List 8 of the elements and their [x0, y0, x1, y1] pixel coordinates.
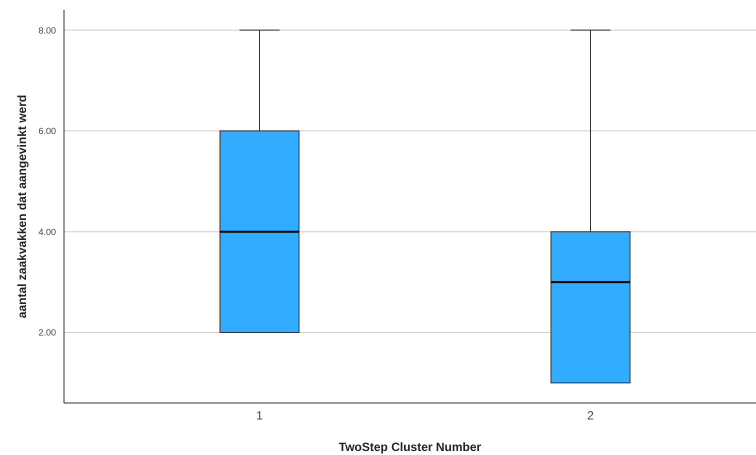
x-tick-label: 1	[256, 408, 264, 423]
y-tick-label: 2.00	[38, 328, 56, 338]
x-tick-label: 2	[587, 408, 594, 423]
y-tick-label: 6.00	[38, 126, 56, 136]
y-axis-title: aantal zaakvakken dat aangevinkt werd	[15, 94, 29, 318]
y-tick-label: 4.00	[38, 226, 56, 237]
x-axis-title: TwoStep Cluster Number	[338, 440, 482, 454]
y-tick-label: 8.00	[38, 25, 56, 36]
